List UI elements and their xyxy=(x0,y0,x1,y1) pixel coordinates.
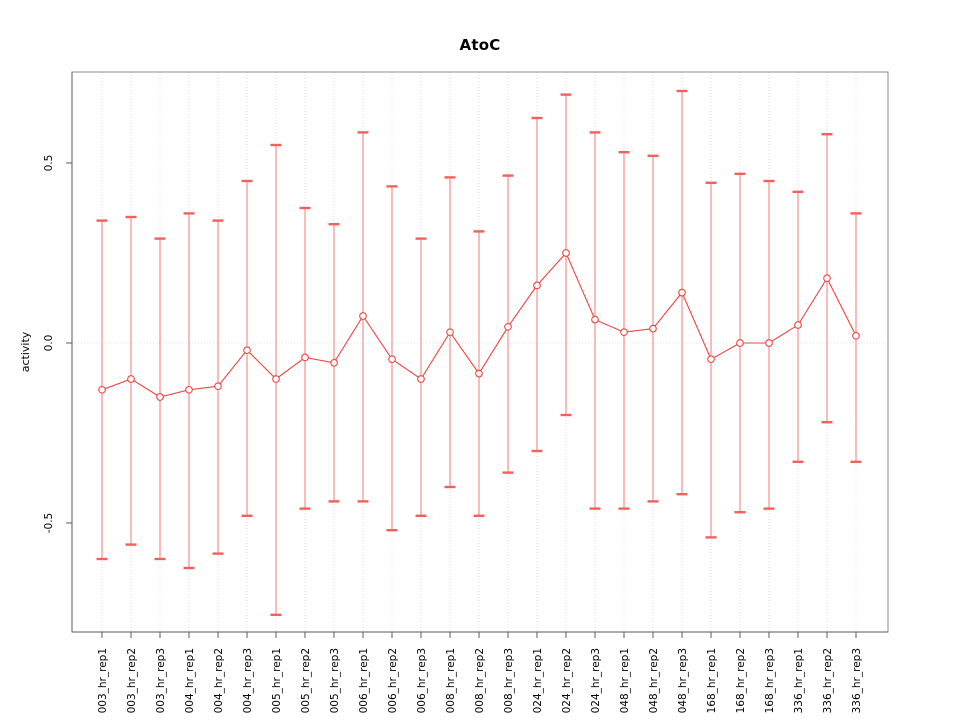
x-tick-label: 168_hr_rep3 xyxy=(764,648,776,713)
x-tick-label: 005_hr_rep2 xyxy=(300,648,312,713)
x-tick-label: 048_hr_rep2 xyxy=(648,648,660,713)
x-tick-label: 336_hr_rep3 xyxy=(851,648,863,713)
data-point xyxy=(127,375,135,383)
x-tick-label: 006_hr_rep2 xyxy=(387,648,399,713)
data-point xyxy=(98,385,106,394)
data-point xyxy=(678,288,686,297)
data-point xyxy=(533,281,541,290)
data-point xyxy=(562,249,570,257)
data-point xyxy=(852,331,860,340)
x-tick-label: 024_hr_rep2 xyxy=(561,648,573,713)
data-point xyxy=(214,382,222,391)
x-tick-label: 008_hr_rep3 xyxy=(503,648,515,713)
data-point xyxy=(794,321,802,329)
x-tick-label: 008_hr_rep2 xyxy=(474,648,486,713)
x-tick-label: 006_hr_rep3 xyxy=(416,648,428,713)
x-tick-label: 008_hr_rep1 xyxy=(445,648,457,713)
data-point xyxy=(446,328,454,337)
x-tick-label: 336_hr_rep1 xyxy=(793,648,805,713)
y-axis-label: activity xyxy=(19,331,32,373)
data-point xyxy=(736,339,744,347)
x-tick-label: 004_hr_rep3 xyxy=(242,648,254,713)
data-point xyxy=(417,375,425,383)
x-tick-label: 004_hr_rep2 xyxy=(213,648,225,713)
data-point xyxy=(243,346,251,355)
x-tick-label: 048_hr_rep1 xyxy=(619,648,631,713)
data-point xyxy=(185,385,193,394)
data-point xyxy=(156,393,164,401)
data-point xyxy=(359,312,367,320)
data-point xyxy=(765,339,773,347)
chart-title: AtoC xyxy=(459,36,501,54)
y-tick-label: -0.5 xyxy=(43,513,55,534)
x-tick-label: 168_hr_rep1 xyxy=(706,648,718,713)
x-tick-label: 048_hr_rep3 xyxy=(677,648,689,713)
y-tick-label: 0.5 xyxy=(43,155,55,172)
x-tick-label: 024_hr_rep3 xyxy=(590,648,602,713)
data-point xyxy=(272,375,280,383)
data-point xyxy=(707,355,715,364)
x-tick-label: 024_hr_rep1 xyxy=(532,648,544,713)
data-point xyxy=(620,328,628,337)
data-point xyxy=(591,315,599,324)
x-tick-label: 003_hr_rep2 xyxy=(126,648,138,713)
y-tick-label: 0.0 xyxy=(43,335,55,352)
x-tick-label: 003_hr_rep3 xyxy=(155,648,167,713)
x-tick-label: 336_hr_rep2 xyxy=(822,648,834,713)
x-tick-label: 006_hr_rep1 xyxy=(358,648,370,713)
x-tick-label: 005_hr_rep3 xyxy=(329,648,341,713)
x-tick-label: 005_hr_rep1 xyxy=(271,648,283,713)
data-point xyxy=(388,355,396,364)
data-point xyxy=(330,358,338,367)
data-point xyxy=(504,322,512,331)
x-tick-label: 003_hr_rep1 xyxy=(97,648,109,713)
plot-box xyxy=(71,71,889,633)
data-point xyxy=(301,353,309,362)
data-point xyxy=(649,324,657,333)
data-point xyxy=(475,369,483,378)
data-point xyxy=(823,274,831,283)
x-tick-label: 168_hr_rep2 xyxy=(735,648,747,713)
x-tick-label: 004_hr_rep1 xyxy=(184,648,196,713)
